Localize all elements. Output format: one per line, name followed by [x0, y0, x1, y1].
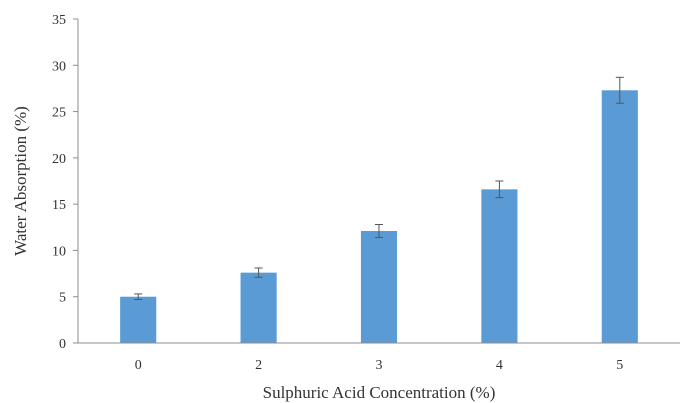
x-tick-label: 0: [135, 358, 142, 373]
error-bar-2: [254, 267, 263, 278]
y-tick-label: 30: [52, 59, 66, 74]
x-tick-label: 5: [616, 358, 623, 373]
x-tick-label: 2: [255, 358, 262, 373]
x-axis-title: Sulphuric Acid Concentration (%): [263, 383, 496, 402]
y-tick-label: 0: [59, 337, 66, 352]
bars: [120, 90, 638, 343]
x-tick-label: 3: [376, 358, 383, 373]
y-axis: 0 5 10 15 20 25 30 35: [52, 13, 79, 352]
x-tick-label: 4: [496, 358, 503, 373]
y-tick-label: 15: [52, 198, 66, 213]
y-tick-label: 20: [52, 152, 66, 167]
y-tick-label: 10: [52, 244, 66, 259]
bar-3: [360, 230, 398, 343]
error-bar-0: [134, 293, 143, 300]
y-tick-label: 35: [52, 13, 66, 28]
bar-2: [240, 272, 277, 343]
y-axis-title: Water Absorption (%): [11, 106, 30, 256]
bar-4: [481, 189, 518, 343]
error-bars: [134, 76, 624, 300]
y-tick-label: 25: [52, 106, 66, 121]
bar-5: [601, 90, 638, 343]
bar-0: [120, 296, 157, 343]
error-bar-5: [615, 76, 624, 104]
x-axis: 0 2 3 4 5: [78, 342, 680, 373]
error-bar-4: [495, 180, 504, 199]
error-bar-3: [375, 224, 383, 238]
y-tick-label: 5: [59, 291, 66, 306]
